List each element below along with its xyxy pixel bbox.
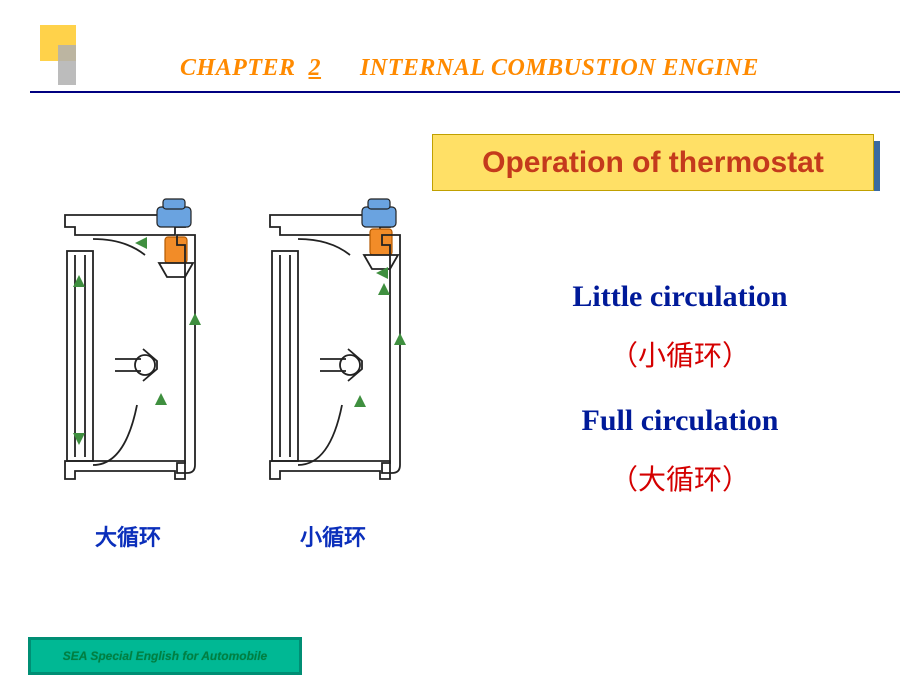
thermostat-diagram: 大循环 小循环 <box>25 195 435 565</box>
chapter-header: CHAPTER 2 INTERNAL COMBUSTION ENGINE <box>180 55 759 82</box>
chapter-number: 2 <box>309 55 322 81</box>
footer-badge: SEA Special English for Automobile <box>28 637 302 675</box>
terms-block: Little circulation （小循环） Full circulatio… <box>470 280 890 528</box>
diagram-full-circ <box>65 199 201 479</box>
footer-text: SEA Special English for Automobile <box>63 649 267 663</box>
chapter-prefix: CHAPTER <box>180 55 296 81</box>
diagram-label-right: 小循环 <box>300 525 366 550</box>
slide: CHAPTER 2 INTERNAL COMBUSTION ENGINE Ope… <box>0 0 920 691</box>
header-underline <box>30 91 900 93</box>
chapter-topic: INTERNAL COMBUSTION ENGINE <box>360 55 759 81</box>
term-en-1: Full circulation <box>470 404 890 438</box>
callout-box: Operation of thermostat <box>432 134 874 191</box>
diagram-little-circ <box>270 199 406 479</box>
diagram-label-left: 大循环 <box>95 525 161 550</box>
callout-text: Operation of thermostat <box>482 146 824 180</box>
deco-square-grey <box>58 45 76 85</box>
term-en-0: Little circulation <box>470 280 890 314</box>
thermostat-svg: 大循环 小循环 <box>25 195 435 565</box>
term-cn-1: （大循环） <box>470 458 890 498</box>
term-cn-0: （小循环） <box>470 334 890 374</box>
